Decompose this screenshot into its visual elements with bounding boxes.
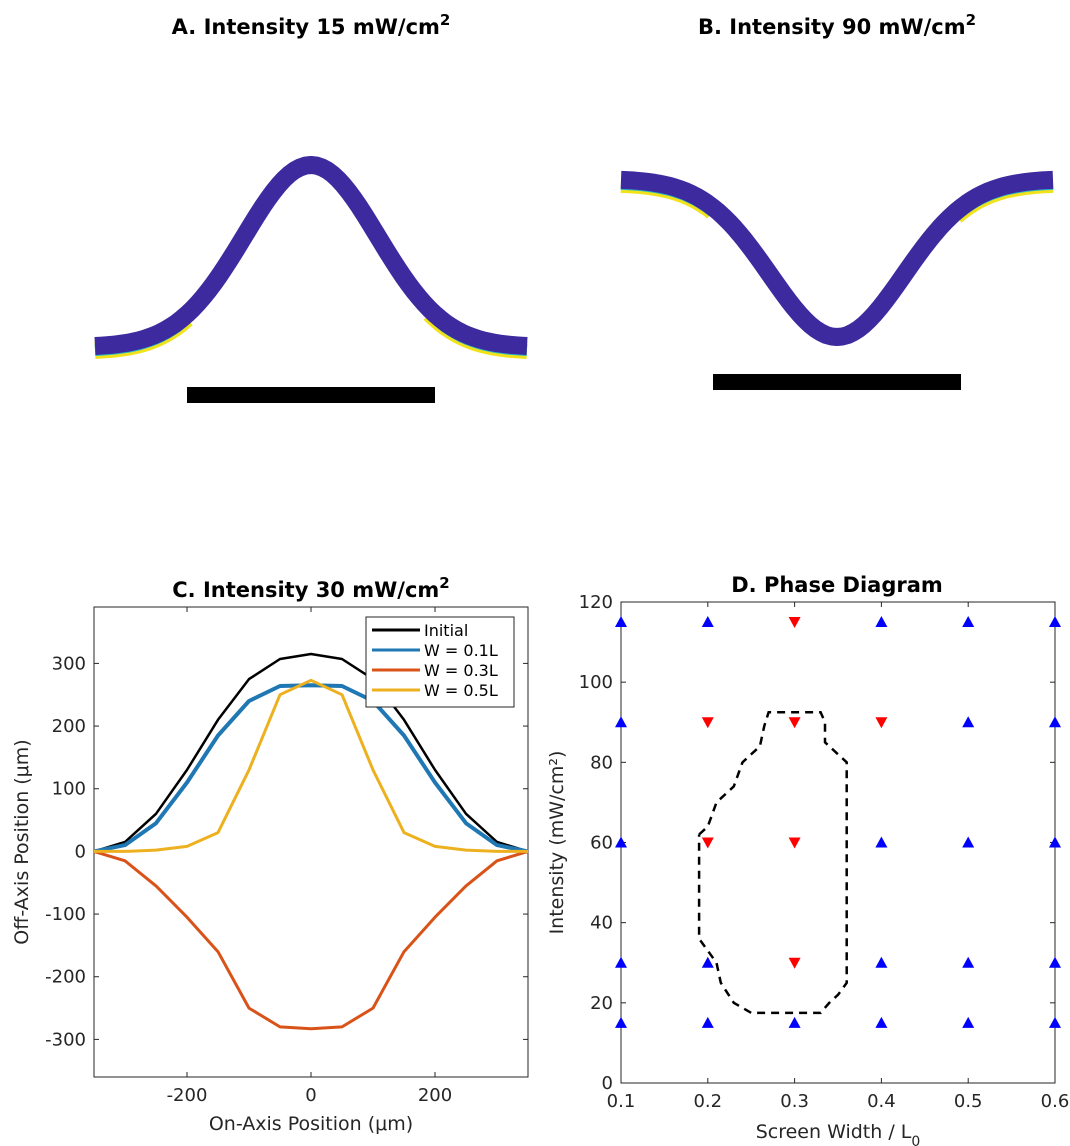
x-tick-label: 0.4 xyxy=(867,1091,896,1112)
marker-up xyxy=(1049,836,1061,848)
marker-up xyxy=(1049,1016,1061,1028)
marker-down xyxy=(701,717,714,729)
marker-up xyxy=(701,956,714,968)
y-tick-label: 300 xyxy=(52,653,86,674)
y-tick-label: 60 xyxy=(590,833,613,854)
y-tick-label: 0 xyxy=(602,1073,613,1094)
marker-up xyxy=(875,1016,888,1028)
y-tick-label: 0 xyxy=(75,841,86,862)
marker-up xyxy=(962,836,975,848)
marker-down xyxy=(788,837,801,849)
marker-up xyxy=(615,616,627,628)
legend-label: W = 0.1L xyxy=(424,641,498,660)
x-tick-label: 0 xyxy=(305,1085,316,1106)
marker-down xyxy=(875,717,888,729)
marker-up xyxy=(962,1016,975,1028)
y-tick-label: -100 xyxy=(45,904,86,925)
marker-up xyxy=(875,836,888,848)
y-tick-label: 100 xyxy=(579,672,613,693)
marker-down xyxy=(701,837,714,849)
y-tick-label: 40 xyxy=(590,913,613,934)
legend-label: W = 0.5L xyxy=(424,681,498,700)
panel-a-title: A. Intensity 15 mW/cm2 xyxy=(172,11,451,39)
scale-bar xyxy=(713,374,961,390)
marker-up xyxy=(1049,956,1061,968)
x-tick-label: -200 xyxy=(167,1085,208,1106)
series-line-2 xyxy=(93,683,529,854)
legend-box xyxy=(365,616,515,708)
marker-up xyxy=(615,716,627,728)
marker-up xyxy=(962,956,975,968)
strip xyxy=(91,156,531,355)
x-tick-label: 0.5 xyxy=(954,1091,983,1112)
x-tick-label: 0.2 xyxy=(693,1091,722,1112)
legend-label: W = 0.3L xyxy=(424,661,498,680)
marker-up xyxy=(875,956,888,968)
marker-up xyxy=(788,1016,801,1028)
marker-down xyxy=(788,957,801,969)
marker-up xyxy=(701,1016,714,1028)
panel-d: D. Phase Diagram 0.1 0.2 0.3 0.4 0.5 0.6 0 20 40… xyxy=(546,573,1069,1146)
y-tick-label: 80 xyxy=(590,752,613,773)
panel-b: B. Intensity 90 mW/cm2 xyxy=(617,11,1057,390)
legend-label: Initial xyxy=(424,621,468,640)
y-axis-label: Off-Axis Position (μm) xyxy=(11,739,33,944)
strip xyxy=(617,170,1057,346)
series-line-3 xyxy=(93,849,529,1031)
y-tick-label: 120 xyxy=(579,592,613,613)
y-axis-label: Intensity (mW/cm²) xyxy=(546,751,568,935)
marker-up xyxy=(701,616,714,628)
panel-b-title: B. Intensity 90 mW/cm2 xyxy=(698,11,976,39)
scale-bar xyxy=(187,387,435,403)
marker-up xyxy=(1049,616,1061,628)
series-line-1 xyxy=(93,652,529,853)
x-axis-label: On-Axis Position (μm) xyxy=(209,1113,413,1135)
y-tick-label: -200 xyxy=(45,967,86,988)
y-tick-label: -300 xyxy=(45,1029,86,1050)
panel-c: C. Intensity 30 mW/cm2 -200 0 200 -300 -200 -… xyxy=(11,574,529,1135)
panel-a: A. Intensity 15 mW/cm2 xyxy=(91,11,531,403)
marker-down xyxy=(788,617,801,629)
marker-up xyxy=(615,836,627,848)
series-line-4 xyxy=(94,678,528,853)
x-tick-label: 0.1 xyxy=(607,1091,636,1112)
panel-c-title: C. Intensity 30 mW/cm2 xyxy=(172,574,449,602)
phase-boundary xyxy=(697,710,848,1015)
marker-up xyxy=(962,616,975,628)
x-tick-label: 200 xyxy=(418,1085,452,1106)
x-tick-label: 0.3 xyxy=(780,1091,809,1112)
marker-up xyxy=(615,1016,627,1028)
x-tick-label: 0.6 xyxy=(1041,1091,1070,1112)
y-tick-label: 200 xyxy=(52,716,86,737)
panel-d-title: D. Phase Diagram xyxy=(731,573,943,597)
y-tick-label: 100 xyxy=(52,779,86,800)
marker-down xyxy=(788,717,801,729)
marker-up xyxy=(1049,716,1061,728)
marker-up xyxy=(962,716,975,728)
y-tick-label: 20 xyxy=(590,993,613,1014)
marker-up xyxy=(875,616,888,628)
marker-up xyxy=(615,956,627,968)
plot-area xyxy=(620,601,1056,1084)
x-axis-label: Screen Width / L0 xyxy=(756,1121,921,1146)
